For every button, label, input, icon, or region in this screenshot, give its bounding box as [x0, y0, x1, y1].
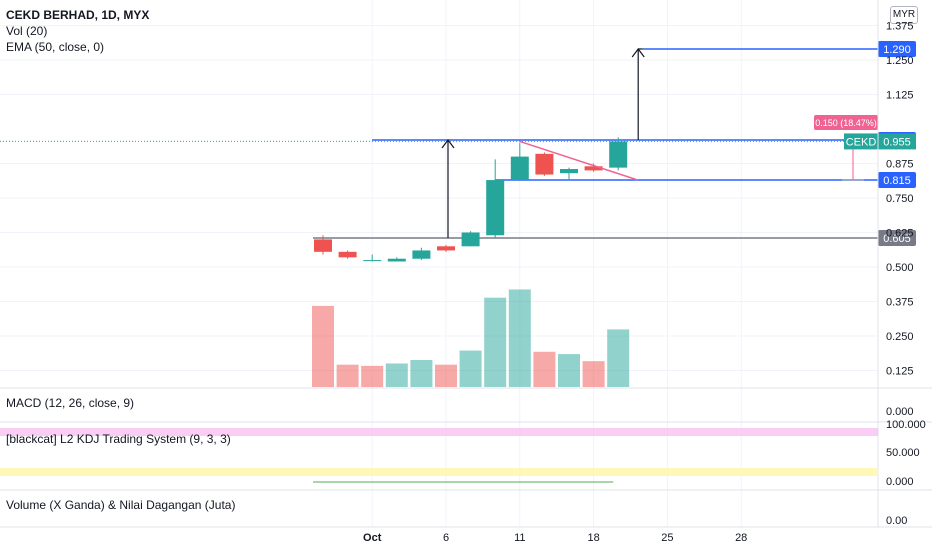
kdj-oversold-band [0, 468, 878, 476]
pane-axis-label: 0.000 [886, 476, 914, 488]
price-tick-label: 0.250 [886, 331, 914, 343]
macd-label[interactable]: MACD (12, 26, close, 9) [6, 396, 135, 410]
measure-arrow-1-head [441, 139, 455, 149]
volume-bar [312, 305, 334, 387]
level-badge [878, 172, 916, 189]
candle-body [338, 251, 357, 258]
price-tick-label: 0.625 [886, 228, 914, 240]
candle-body [437, 246, 455, 251]
level-value: 0.605 [883, 233, 911, 245]
price-axis[interactable]: 1.375 1.250 1.125 0.875 0.750 0.625 0.500 0.375… [886, 21, 914, 378]
volume-bar [435, 364, 457, 387]
candle-body [609, 141, 628, 168]
time-tick-label: 25 [661, 532, 673, 544]
volume-bar [607, 329, 630, 387]
volume-bar [410, 359, 433, 387]
pane-axis-label: 0.000 [886, 406, 914, 418]
grid [0, 0, 878, 527]
volume-indicator-label[interactable]: Vol (20) [6, 24, 48, 38]
change-badge [814, 115, 878, 131]
volume-bars [312, 289, 630, 387]
price-tick-label: 1.250 [886, 55, 914, 67]
candle-body [584, 166, 603, 171]
level-badge [878, 40, 916, 57]
symbol-badge-label: CEKD [846, 136, 877, 148]
volume-bar [582, 361, 605, 387]
candle-body [412, 250, 431, 259]
kdj-label[interactable]: [blackcat] L2 KDJ Trading System (9, 3, … [6, 432, 231, 446]
volume-x-label[interactable]: Volume (X Ganda) & Nilai Dagangan (Juta) [6, 498, 236, 512]
last-price-badge [878, 133, 916, 150]
volume-bar [361, 365, 384, 387]
candle-body [486, 180, 505, 236]
candle-body [314, 239, 332, 252]
time-tick-label: 28 [735, 532, 747, 544]
symbol-badge [844, 133, 878, 150]
last-price-value: 0.955 [883, 136, 911, 148]
pane-axis-label: 0.00 [886, 515, 907, 527]
volume-bar [558, 354, 580, 387]
volume-bar [459, 350, 482, 387]
pane-axis-label: 50.000 [886, 447, 920, 459]
symbol-title[interactable]: CEKD BERHAD, 1D, MYX [6, 8, 150, 22]
price-tick-label: 0.500 [886, 262, 914, 274]
volume-bar [484, 297, 507, 387]
time-tick-label: Oct [363, 532, 382, 544]
price-tick-label: 1.125 [886, 90, 914, 102]
pane-axis-label: 100.000 [886, 419, 926, 431]
level-badge [878, 230, 916, 247]
kdj-overbought-band [0, 428, 878, 436]
time-tick-label: 11 [514, 532, 525, 544]
ema-indicator-label[interactable]: EMA (50, close, 0) [6, 40, 105, 54]
level-value: 0.815 [883, 175, 911, 187]
candle-body [363, 260, 382, 262]
candle-body [510, 156, 529, 181]
triangle-trendline [519, 140, 639, 181]
candles [314, 137, 628, 262]
currency-badge[interactable]: MYR [890, 6, 918, 24]
candle-body [560, 169, 578, 174]
annotations: 0.150 (18.47%) CEKD 0.955 [441, 47, 916, 239]
candle-body [461, 232, 480, 247]
time-tick-label: 18 [587, 532, 599, 544]
candle-body [387, 258, 406, 262]
volume-bar [336, 364, 359, 387]
candle-body [535, 153, 554, 175]
price-tick-label: 0.750 [886, 193, 914, 205]
price-tick-label: 1.375 [886, 21, 914, 33]
price-tick-label: 0.125 [886, 366, 914, 378]
volume-bar [385, 363, 408, 387]
time-axis[interactable]: Oct 6 11 18 25 28 [363, 532, 747, 544]
level-value: 1.290 [883, 44, 911, 56]
change-value: 0.150 (18.47%) [815, 118, 877, 128]
time-tick-label: 6 [443, 532, 449, 544]
price-tick-label: 0.375 [886, 297, 914, 309]
volume-bar [533, 351, 556, 387]
volume-bar [508, 289, 531, 387]
price-tick-label: 0.875 [886, 159, 914, 171]
